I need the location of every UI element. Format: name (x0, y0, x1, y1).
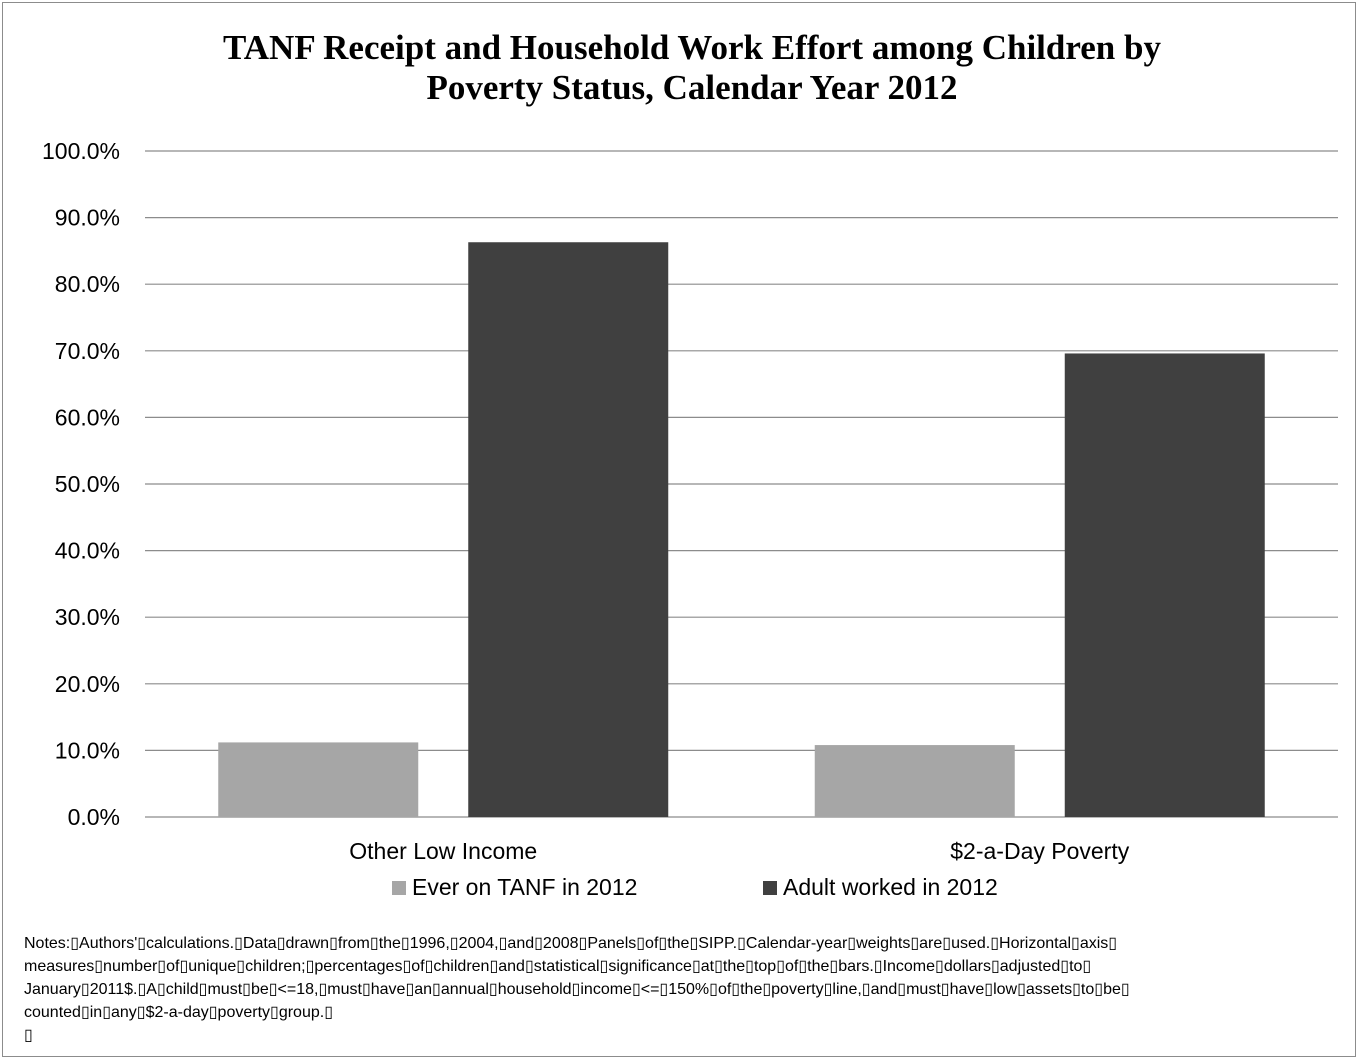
legend-swatch-worked (763, 880, 777, 895)
y-tick-label: 30.0% (55, 604, 120, 630)
legend-swatch-tanf (392, 880, 406, 895)
chart-title-line-1: TANF Receipt and Household Work Effort a… (223, 28, 1161, 67)
x-axis-labels: Other Low Income $2-a-Day Poverty (349, 838, 1129, 864)
y-tick-label: 80.0% (55, 271, 120, 297)
legend-label-tanf: Ever on TANF in 2012 (412, 874, 638, 900)
legend-label-worked: Adult worked in 2012 (783, 874, 998, 900)
legend: Ever on TANF in 2012 Adult worked in 201… (0, 874, 1360, 904)
y-tick-label: 20.0% (55, 671, 120, 697)
bar-worked-0 (468, 242, 669, 817)
bar-tanf-0 (218, 742, 419, 817)
notes-line-5: ▯ (24, 1027, 33, 1044)
y-tick-label: 60.0% (55, 404, 120, 430)
x-category-label: Other Low Income (349, 838, 537, 864)
legend-item-worked: Adult worked in 2012 (763, 874, 998, 901)
bar-chart: 0.0% 10.0% 20.0% 30.0% 40.0% 50.0% 60.0% 70.0% 8… (42, 138, 1338, 864)
chart-notes: Notes:▯Authors'▯calculations.▯Data▯drawn… (24, 932, 1334, 1047)
notes-line-1: Notes:▯Authors'▯calculations.▯Data▯drawn… (24, 935, 1118, 952)
y-tick-label: 70.0% (55, 338, 120, 364)
legend-item-tanf: Ever on TANF in 2012 (392, 874, 637, 901)
y-tick-label: 40.0% (55, 538, 120, 564)
y-tick-label: 10.0% (55, 737, 120, 763)
notes-line-2: measures▯number▯of▯unique▯children;▯perc… (24, 958, 1092, 975)
bar-tanf-1 (814, 745, 1015, 817)
bar-worked-1 (1064, 353, 1265, 817)
y-axis-ticks: 0.0% 10.0% 20.0% 30.0% 40.0% 50.0% 60.0% 70.0% 8… (42, 138, 120, 830)
y-tick-label: 90.0% (55, 205, 120, 231)
y-tick-label: 50.0% (55, 471, 120, 497)
notes-line-4: counted▯in▯any▯$2-a-day▯poverty▯group.▯ (24, 1004, 333, 1021)
bars (218, 242, 1265, 817)
notes-line-3: January▯2011$.▯A▯child▯must▯be▯<=18,▯mus… (24, 981, 1130, 998)
y-tick-label: 100.0% (42, 138, 120, 164)
x-category-label: $2-a-Day Poverty (950, 838, 1129, 864)
chart-title-line-2: Poverty Status, Calendar Year 2012 (426, 68, 958, 107)
chart-title: TANF Receipt and Household Work Effort a… (0, 28, 1360, 108)
y-tick-label: 0.0% (68, 804, 120, 830)
